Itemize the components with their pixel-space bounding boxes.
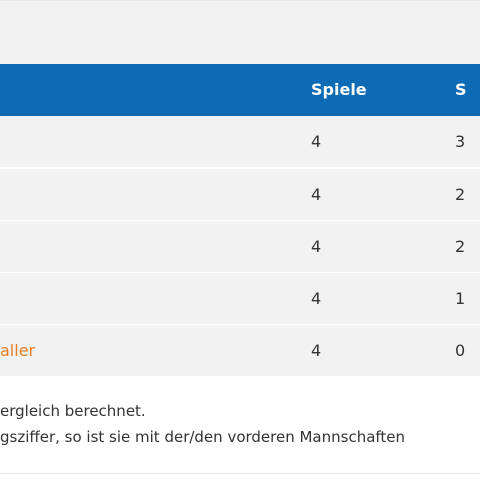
header-spiele[interactable]: Spiele <box>311 80 367 99</box>
games-cell: 4 <box>311 132 322 151</box>
team-name-link[interactable]: aller <box>0 341 36 360</box>
header-s[interactable]: S <box>455 80 467 99</box>
note-line: gsziffer, so ist sie mit der/den vordere… <box>0 428 406 446</box>
games-cell: 4 <box>311 185 322 204</box>
wins-cell: 1 <box>455 289 466 308</box>
games-cell: 4 <box>311 341 322 360</box>
table-row: 4 2 <box>0 169 480 222</box>
games-cell: 4 <box>311 289 322 308</box>
table-row: 4 3 <box>0 116 480 169</box>
table-row: 4 1 <box>0 273 480 326</box>
games-cell: 4 <box>311 237 322 256</box>
wins-cell: 2 <box>455 237 466 256</box>
table-header: Spiele S <box>0 64 480 116</box>
table-row: aller 4 0 <box>0 325 480 378</box>
table-row: 4 2 <box>0 221 480 274</box>
top-bar <box>0 0 480 64</box>
wins-cell: 2 <box>455 185 466 204</box>
divider <box>0 473 480 474</box>
wins-cell: 0 <box>455 341 466 360</box>
table-notes: ergleich berechnet. gsziffer, so ist sie… <box>0 398 480 450</box>
wins-cell: 3 <box>455 132 466 151</box>
note-line: ergleich berechnet. <box>0 402 146 420</box>
